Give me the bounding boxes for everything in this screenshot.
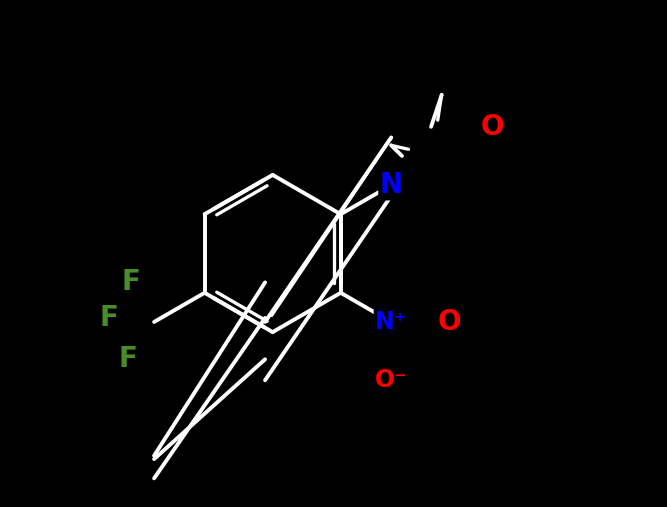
Text: N⁺: N⁺ bbox=[375, 310, 408, 334]
Text: F: F bbox=[119, 345, 137, 373]
Text: O: O bbox=[438, 308, 462, 336]
Text: F: F bbox=[122, 268, 141, 297]
Text: O: O bbox=[480, 113, 504, 141]
Text: N: N bbox=[380, 171, 403, 199]
Text: O⁻: O⁻ bbox=[375, 368, 408, 392]
Text: F: F bbox=[99, 304, 118, 332]
